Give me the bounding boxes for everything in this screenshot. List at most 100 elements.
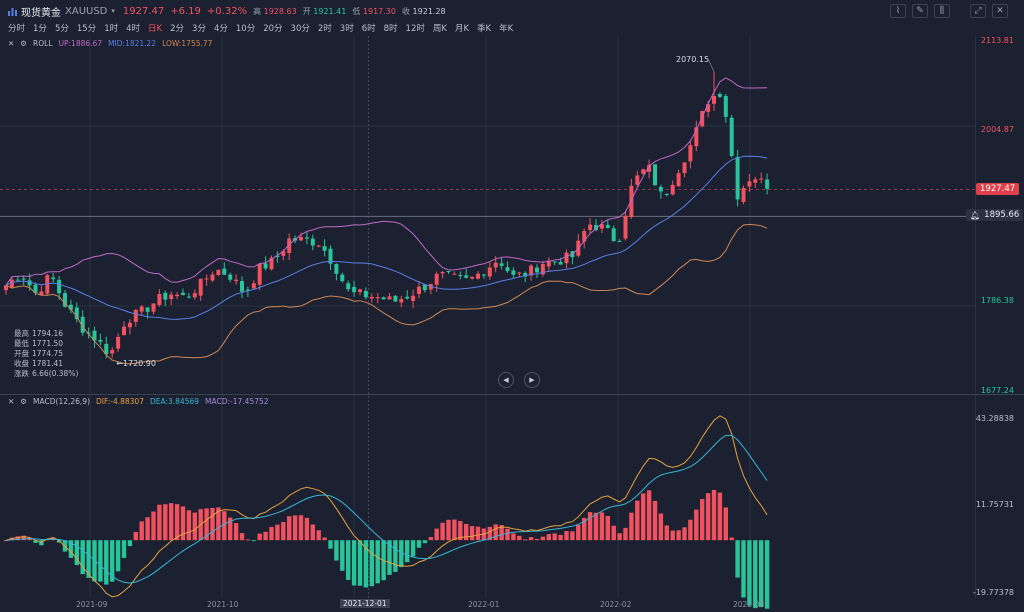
macd-axis-top: 43.28838 (975, 414, 1014, 423)
macd-bar (688, 519, 693, 541)
info-row: 收盘 1781.41 (14, 359, 78, 369)
high-value: 1928.63 (263, 6, 297, 16)
boll-low-value: LOW:1755.77 (162, 39, 213, 48)
macd-bar (558, 534, 563, 541)
candle-body (411, 295, 416, 301)
macd-bar (275, 524, 280, 541)
candle-body (210, 274, 215, 281)
macd-bar (334, 540, 339, 561)
candle-body (747, 181, 752, 187)
period-tab[interactable]: 5分 (54, 24, 69, 34)
macd-bar (186, 510, 192, 541)
macd-bar (517, 535, 522, 541)
candle-body (33, 284, 38, 293)
collapse-icon[interactable]: ✕ (8, 397, 15, 406)
boll-lower-line (5, 223, 768, 365)
period-tab[interactable]: 8时 (383, 24, 398, 34)
candle-body (92, 330, 97, 341)
macd-bar (21, 535, 26, 541)
period-tab[interactable]: 12时 (405, 24, 425, 34)
macd-macd-value: MACD:-17.45752 (205, 397, 269, 406)
candle-body (287, 238, 292, 253)
period-tab[interactable]: 4时 (126, 24, 141, 34)
macd-bar (169, 503, 174, 541)
candle-body (399, 299, 404, 303)
close-icon[interactable]: ✕ (992, 4, 1008, 18)
macd-bar (174, 504, 180, 541)
candle-body (753, 179, 758, 183)
candle-body (765, 179, 770, 189)
macd-bar (98, 540, 103, 582)
macd-bar (269, 526, 274, 541)
macd-bar (375, 540, 380, 584)
candle-body (381, 297, 386, 300)
period-tab[interactable]: 15分 (76, 24, 97, 34)
period-tab[interactable]: 年K (499, 24, 514, 34)
chevron-down-icon[interactable]: ▾ (111, 7, 115, 15)
candle-body (493, 262, 498, 268)
period-tab[interactable]: 分时 (8, 24, 26, 34)
macd-bar (617, 533, 622, 541)
macd-bar (723, 507, 728, 541)
period-tab[interactable]: 10分 (235, 24, 256, 34)
macd-bar (399, 540, 404, 568)
close-label: 收 (402, 6, 410, 16)
x-label: 2022-01 (468, 600, 500, 609)
candle-body (546, 260, 551, 267)
pencil-icon[interactable]: ✎ (912, 4, 928, 18)
macd-bar (3, 540, 9, 542)
candle-body (104, 343, 109, 355)
macd-bar (747, 540, 752, 606)
period-tab[interactable]: 日K (148, 24, 163, 34)
expand-icon[interactable]: ⤢ (970, 4, 986, 18)
open-value: 1921.41 (313, 6, 347, 16)
period-tab[interactable]: 季K (477, 24, 492, 34)
period-tab[interactable]: 6时 (361, 24, 376, 34)
x-label: 2021-10 (207, 600, 239, 609)
candle-body (641, 169, 646, 174)
line-chart-icon[interactable]: ⌇ (890, 4, 906, 18)
period-tab[interactable]: 月K (454, 24, 470, 34)
candle-body (706, 104, 711, 112)
period-tab[interactable]: 20分 (263, 24, 283, 34)
candle-body (116, 336, 121, 349)
macd-bar (233, 523, 239, 541)
period-tab[interactable]: 3时 (339, 24, 354, 34)
bar-chart-icon (8, 7, 17, 16)
period-tab[interactable]: 3分 (192, 24, 206, 34)
candlestick-icon[interactable]: ⫼ (934, 4, 950, 18)
candle-body (281, 251, 286, 256)
period-tab[interactable]: 1分 (33, 24, 47, 34)
info-label: 最高 (14, 329, 29, 338)
period-tab[interactable]: 2分 (170, 24, 185, 34)
symbol-selector[interactable]: 现货黄金 XAUUSD ▾ (8, 4, 115, 19)
settings-icon[interactable]: ⚙ (20, 39, 28, 48)
macd-legend: ✕ ⚙ MACD(12,26,9) DIF:-4.88307 DEA:3.845… (8, 397, 269, 406)
period-tab[interactable]: 4分 (213, 24, 228, 34)
candle-body (564, 252, 569, 264)
period-tab[interactable]: 1时 (104, 24, 119, 34)
collapse-icon[interactable]: ✕ (8, 39, 15, 48)
macd-bar (446, 519, 451, 541)
period-tab[interactable]: 30分 (290, 24, 310, 34)
symbol-code: XAUUSD (65, 5, 108, 17)
macd-bar (741, 540, 746, 598)
candle-body (729, 117, 734, 157)
x-label: 2022-02 (600, 600, 632, 609)
candle-body (611, 228, 616, 242)
alert-price-tag[interactable]: 🔔︎ 1895.66 (966, 209, 1024, 221)
macd-bar (15, 536, 20, 541)
period-tab[interactable]: 2时 (317, 24, 332, 34)
candle-body (759, 178, 764, 180)
scroll-left-button[interactable]: ◀ (498, 372, 514, 388)
candle-body (558, 261, 563, 265)
candle-body (523, 272, 528, 277)
macd-bar (328, 540, 333, 549)
candle-body (499, 263, 504, 266)
scroll-right-button[interactable]: ▶ (524, 372, 540, 388)
settings-icon[interactable]: ⚙ (20, 397, 28, 406)
candle-body (192, 293, 197, 298)
period-tab[interactable]: 周K (432, 24, 447, 34)
macd-bar (151, 511, 156, 541)
